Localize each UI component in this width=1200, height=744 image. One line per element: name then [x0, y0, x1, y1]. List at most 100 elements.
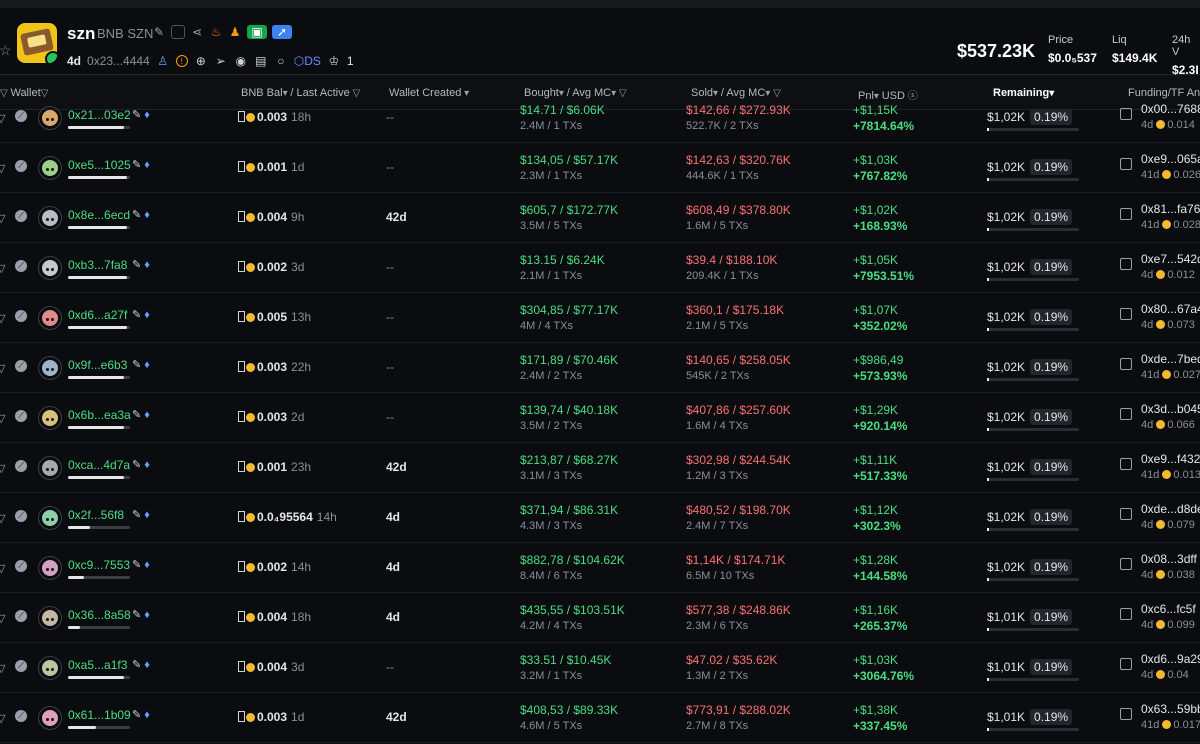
chart-icon[interactable]: ⟋	[15, 410, 27, 422]
wallet-address[interactable]: 0xd6...a27f	[68, 308, 128, 322]
fire-icon[interactable]: ♨	[210, 25, 222, 39]
table-row[interactable]: ▽ ⟋ 0x21...03e2 ✎ ♦ 0.003 18h -- $14.71 /…	[0, 96, 1200, 143]
users-icon[interactable]: ♟	[229, 25, 241, 39]
col-funding[interactable]: Funding/TF An	[1128, 87, 1200, 99]
star-icon[interactable]: ☆	[0, 42, 12, 58]
funding-address[interactable]: 0x80...67a4	[1141, 302, 1200, 316]
chart-icon[interactable]: ⟋	[15, 510, 27, 522]
funding-icon[interactable]	[1120, 258, 1132, 270]
telegram-icon[interactable]: ➚	[272, 25, 292, 39]
funding-address[interactable]: 0x63...59bb	[1141, 702, 1200, 716]
funding-icon[interactable]	[1120, 208, 1132, 220]
funding-address[interactable]: 0x81...fa76	[1141, 202, 1200, 216]
wallet-address[interactable]: 0xa5...a1f3	[68, 658, 128, 672]
funding-cell[interactable]: 0x63...59bb 41d 0.017	[1141, 702, 1200, 731]
col-bnb-bal[interactable]: BNB Bal▾ / Last Active ▽	[241, 87, 361, 99]
col-remaining[interactable]: Remaining▾	[993, 87, 1055, 99]
share-icon[interactable]: ⋖	[191, 25, 203, 39]
funding-icon[interactable]	[1120, 458, 1132, 470]
funding-address[interactable]: 0xe9...065a	[1141, 152, 1200, 166]
funding-address[interactable]: 0xe9...f432	[1141, 452, 1200, 466]
edit-icon[interactable]: ✎	[132, 309, 142, 321]
table-row[interactable]: ▽ ⟋ 0x2f...56f8 ✎ ♦ 0.0₄95564 14h 4d $371…	[0, 492, 1200, 543]
funding-icon[interactable]	[1120, 708, 1132, 720]
person-icon[interactable]: ♙	[157, 54, 169, 68]
chart-icon[interactable]: ⟋	[15, 260, 27, 272]
funding-cell[interactable]: 0xde...d8de 4d 0.079	[1141, 502, 1200, 531]
col-wallet[interactable]: ▽ Wallet▽	[0, 87, 49, 99]
edit-icon[interactable]: ✎	[132, 459, 142, 471]
table-row[interactable]: ▽ ⟋ 0x9f...e6b3 ✎ ♦ 0.003 22h -- $171,89 …	[0, 342, 1200, 393]
edit-icon[interactable]: ✎	[132, 559, 142, 571]
funding-cell[interactable]: 0xe9...065a 41d 0.026	[1141, 152, 1200, 181]
col-pnl[interactable]: Pnl▾ USD ⓢ	[858, 90, 918, 102]
col-sold[interactable]: Sold▾ / Avg MC▾ ▽	[691, 87, 781, 99]
funding-cell[interactable]: 0x08...3dff 4d 0.038	[1141, 552, 1197, 581]
funding-cell[interactable]: 0xde...7bed 41d 0.027	[1141, 352, 1200, 381]
filter-icon[interactable]: ▽	[0, 713, 6, 725]
edit-icon[interactable]: ✎	[132, 659, 142, 671]
funding-address[interactable]: 0x00...7688	[1141, 102, 1200, 116]
funding-cell[interactable]: 0x3d...b045 4d 0.066	[1141, 402, 1200, 431]
chart-icon[interactable]: ⟋	[15, 560, 27, 572]
funding-icon[interactable]	[1120, 658, 1132, 670]
funding-icon[interactable]	[1120, 308, 1132, 320]
table-row[interactable]: ▽ ⟋ 0xc9...7553 ✎ ♦ 0.002 14h 4d $882,78 …	[0, 542, 1200, 593]
table-row[interactable]: ▽ ⟋ 0x61...1b09 ✎ ♦ 0.003 1d 42d $408,53 …	[0, 692, 1200, 743]
wallet-address[interactable]: 0xb3...7fa8	[68, 258, 128, 272]
funding-address[interactable]: 0xc6...fc5f	[1141, 602, 1196, 616]
edit-icon[interactable]: ✎	[132, 159, 142, 171]
wallet-address[interactable]: 0x36...8a58	[68, 608, 131, 622]
crown-icon[interactable]: ♔	[328, 54, 340, 68]
chart-icon[interactable]: ⟋	[15, 210, 27, 222]
edit-icon[interactable]: ✎	[132, 259, 142, 271]
edit-icon[interactable]: ✎	[132, 359, 142, 371]
funding-address[interactable]: 0xe7...542d	[1141, 252, 1200, 266]
filter-icon[interactable]: ▽	[0, 413, 6, 425]
globe-icon[interactable]: ⊕	[195, 54, 206, 68]
wallet-address[interactable]: 0x2f...56f8	[68, 508, 125, 522]
col-bought[interactable]: Bought▾ / Avg MC▾ ▽	[524, 87, 627, 99]
funding-icon[interactable]	[1120, 108, 1132, 120]
edit-icon[interactable]: ✎	[132, 209, 142, 221]
wallet-address[interactable]: 0xe5...1025	[68, 158, 131, 172]
funding-cell[interactable]: 0xc6...fc5f 4d 0.099	[1141, 602, 1196, 631]
filter-icon[interactable]: ▽	[0, 613, 6, 625]
funding-address[interactable]: 0xde...7bed	[1141, 352, 1200, 366]
chart-icon[interactable]: ⟋	[15, 310, 27, 322]
wallet-address[interactable]: 0x8e...6ecd	[68, 208, 131, 222]
funding-address[interactable]: 0x08...3dff	[1141, 552, 1197, 566]
edit-icon[interactable]: ✎	[153, 25, 165, 39]
funding-icon[interactable]	[1120, 558, 1132, 570]
filter-icon[interactable]: ▽	[0, 363, 6, 375]
funding-icon[interactable]	[1120, 358, 1132, 370]
copy-icon[interactable]	[171, 25, 185, 39]
filter-icon[interactable]: ▽	[0, 463, 6, 475]
filter-icon[interactable]: ▽	[0, 663, 6, 675]
filter-icon[interactable]: ▽	[0, 113, 6, 125]
chart-icon[interactable]: ⟋	[15, 660, 27, 672]
chart-icon[interactable]: ⟋	[15, 110, 27, 122]
chart-circle-icon[interactable]: ◉	[235, 54, 246, 68]
community-icon[interactable]: ▣	[247, 25, 267, 39]
chart-icon[interactable]: ⟋	[15, 360, 27, 372]
filter-icon[interactable]: ▽	[0, 263, 6, 275]
col-wallet-created[interactable]: Wallet Created ▾	[389, 87, 470, 99]
funding-cell[interactable]: 0x81...fa76 41d 0.028	[1141, 202, 1200, 231]
dexscreener-link[interactable]: ⬡DS	[293, 54, 321, 68]
filter-icon[interactable]: ▽	[0, 563, 6, 575]
edit-icon[interactable]: ✎	[132, 709, 142, 721]
table-row[interactable]: ▽ ⟋ 0xe5...1025 ✎ ♦ 0.001 1d -- $134,05 /…	[0, 142, 1200, 193]
search-icon[interactable]: ○	[277, 54, 285, 68]
funding-icon[interactable]	[1120, 508, 1132, 520]
chart-icon[interactable]: ⟋	[15, 460, 27, 472]
filter-icon[interactable]: ▽	[0, 513, 6, 525]
table-row[interactable]: ▽ ⟋ 0x6b...ea3a ✎ ♦ 0.003 2d -- $139,74 /…	[0, 392, 1200, 443]
chart-icon[interactable]: ⟋	[15, 160, 27, 172]
funding-cell[interactable]: 0xe9...f432 41d 0.013	[1141, 452, 1200, 481]
chart-icon[interactable]: ⟋	[15, 610, 27, 622]
wallet-address[interactable]: 0xca...4d7a	[68, 458, 131, 472]
wallet-address[interactable]: 0xc9...7553	[68, 558, 131, 572]
edit-icon[interactable]: ✎	[132, 609, 142, 621]
table-row[interactable]: ▽ ⟋ 0xca...4d7a ✎ ♦ 0.001 23h 42d $213,87…	[0, 442, 1200, 493]
